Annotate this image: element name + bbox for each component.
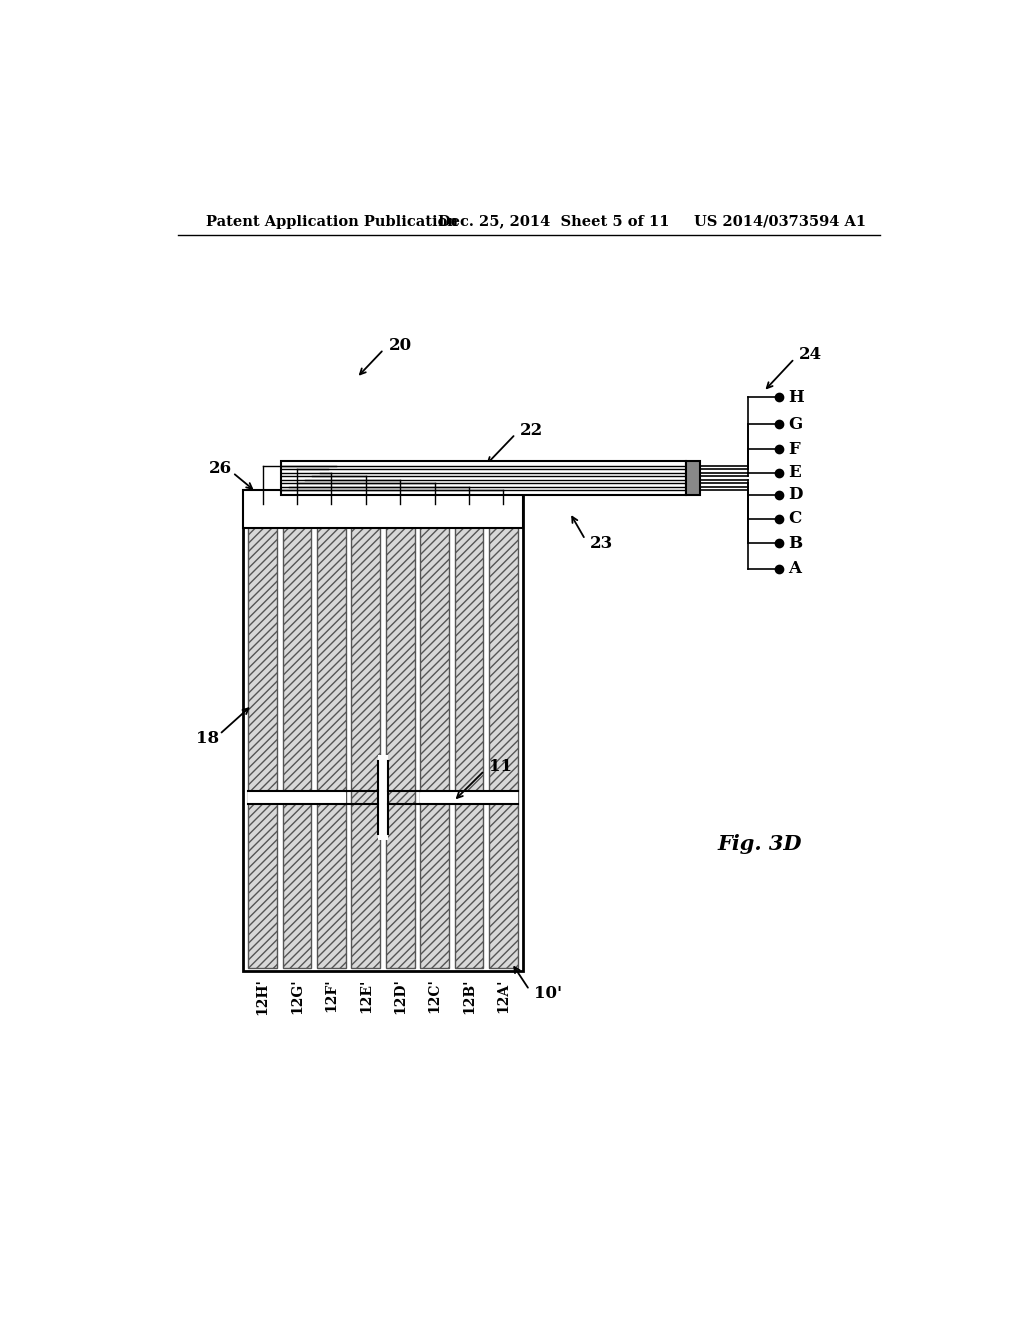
Text: B: B <box>788 535 803 552</box>
Text: US 2014/0373594 A1: US 2014/0373594 A1 <box>693 215 866 228</box>
Bar <box>243 490 523 970</box>
Text: 12H': 12H' <box>256 978 269 1015</box>
Bar <box>455 506 483 968</box>
Text: A: A <box>788 560 802 577</box>
Bar <box>283 506 311 968</box>
Text: D: D <box>788 486 803 503</box>
Text: 26: 26 <box>209 461 232 478</box>
Bar <box>386 506 415 968</box>
Text: 20: 20 <box>388 337 412 354</box>
Text: G: G <box>788 416 803 433</box>
Bar <box>420 791 518 804</box>
Text: 11: 11 <box>489 758 512 775</box>
Bar <box>420 506 449 968</box>
Bar <box>317 490 346 506</box>
Bar <box>351 506 380 968</box>
Text: 12G': 12G' <box>290 978 304 1014</box>
Bar <box>386 490 415 506</box>
Text: 12B': 12B' <box>462 978 476 1014</box>
Text: 24: 24 <box>799 346 822 363</box>
Text: 22: 22 <box>520 421 544 438</box>
Text: Patent Application Publication: Patent Application Publication <box>206 215 458 228</box>
Text: E: E <box>788 465 801 480</box>
Text: 23: 23 <box>590 535 613 552</box>
Bar <box>317 506 346 968</box>
Bar <box>248 490 278 506</box>
Bar <box>378 755 388 840</box>
Bar <box>243 490 523 528</box>
Bar <box>420 490 449 506</box>
Bar <box>351 490 380 506</box>
Text: 10': 10' <box>535 985 562 1002</box>
Text: F: F <box>788 441 800 458</box>
Text: Fig. 3D: Fig. 3D <box>717 834 802 854</box>
Bar <box>686 461 700 495</box>
Text: 18: 18 <box>197 730 219 747</box>
Text: C: C <box>788 511 802 527</box>
Bar <box>248 506 278 968</box>
Text: Dec. 25, 2014  Sheet 5 of 11: Dec. 25, 2014 Sheet 5 of 11 <box>438 215 670 228</box>
Bar <box>283 490 311 506</box>
Bar <box>455 490 483 506</box>
Text: 12F': 12F' <box>325 978 338 1012</box>
Bar <box>488 506 518 968</box>
Text: 12D': 12D' <box>393 978 408 1014</box>
Text: 12A': 12A' <box>497 978 510 1012</box>
Text: 12C': 12C' <box>428 978 441 1014</box>
Text: H: H <box>788 388 804 405</box>
Bar <box>282 461 686 495</box>
Bar <box>488 490 518 506</box>
Text: 12E': 12E' <box>358 978 373 1012</box>
Bar <box>248 791 346 804</box>
